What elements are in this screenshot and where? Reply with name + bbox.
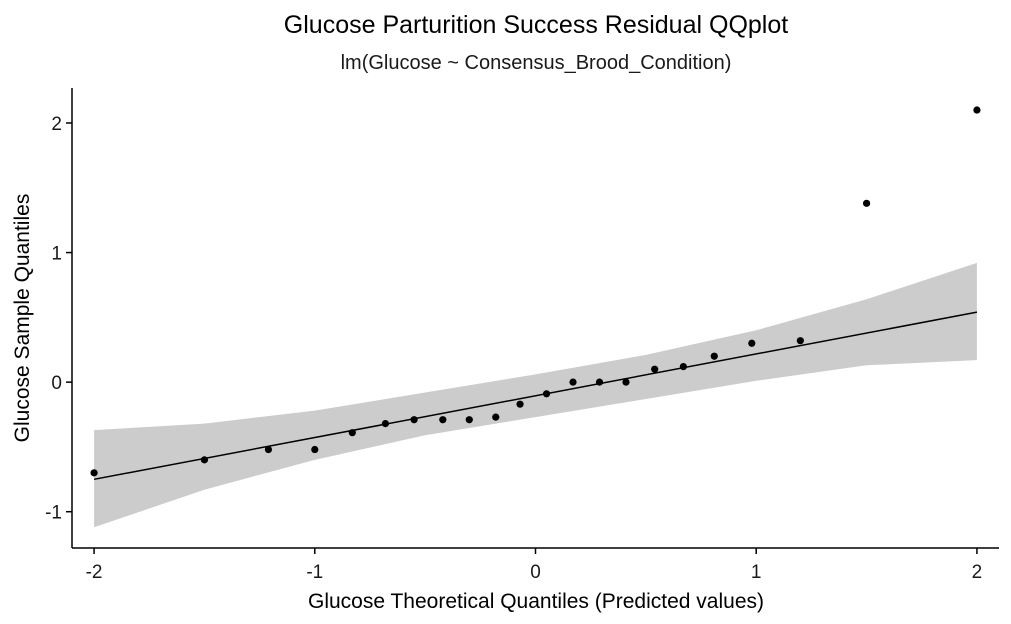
data-point <box>439 416 447 424</box>
chart-title: Glucose Parturition Success Residual QQp… <box>284 11 788 39</box>
data-point <box>348 429 356 437</box>
data-points <box>90 106 981 477</box>
data-point <box>492 413 500 421</box>
x-tick-label: -2 <box>86 562 103 583</box>
data-point <box>862 199 871 207</box>
data-point <box>569 378 577 386</box>
data-point <box>651 365 659 373</box>
data-point <box>748 339 756 347</box>
y-tick-label: 1 <box>51 244 62 265</box>
data-point <box>311 445 319 454</box>
data-point <box>465 416 473 424</box>
data-point <box>796 337 804 345</box>
data-point <box>410 416 418 424</box>
data-point <box>516 400 524 408</box>
data-point <box>595 378 604 386</box>
data-point <box>542 390 551 398</box>
y-tick-label: -1 <box>45 503 62 524</box>
data-point <box>679 362 687 371</box>
data-point <box>200 456 209 464</box>
y-tick-label: 0 <box>51 373 62 394</box>
x-tick-label: 0 <box>530 562 541 583</box>
reference-line <box>93 311 978 481</box>
y-axis-ticks: -1 0 1 2 <box>45 114 72 524</box>
y-tick-label: 2 <box>51 114 62 135</box>
x-axis-title: Glucose Theoretical Quantiles (Predicted… <box>308 590 764 613</box>
data-point <box>264 445 273 454</box>
data-point <box>973 106 981 114</box>
data-point <box>90 469 98 477</box>
data-point <box>381 420 390 428</box>
plot-area <box>90 106 981 528</box>
data-point <box>622 378 630 386</box>
chart-subtitle: lm(Glucose ~ Consensus_Brood_Condition) <box>341 52 732 74</box>
x-tick-label: 2 <box>972 562 983 583</box>
y-axis-title: Glucose Sample Quantiles <box>11 194 34 443</box>
x-tick-label: 1 <box>751 562 762 583</box>
x-tick-label: -1 <box>306 562 323 583</box>
x-axis-ticks: -2 -1 0 1 2 <box>86 548 983 583</box>
data-point <box>710 352 718 360</box>
